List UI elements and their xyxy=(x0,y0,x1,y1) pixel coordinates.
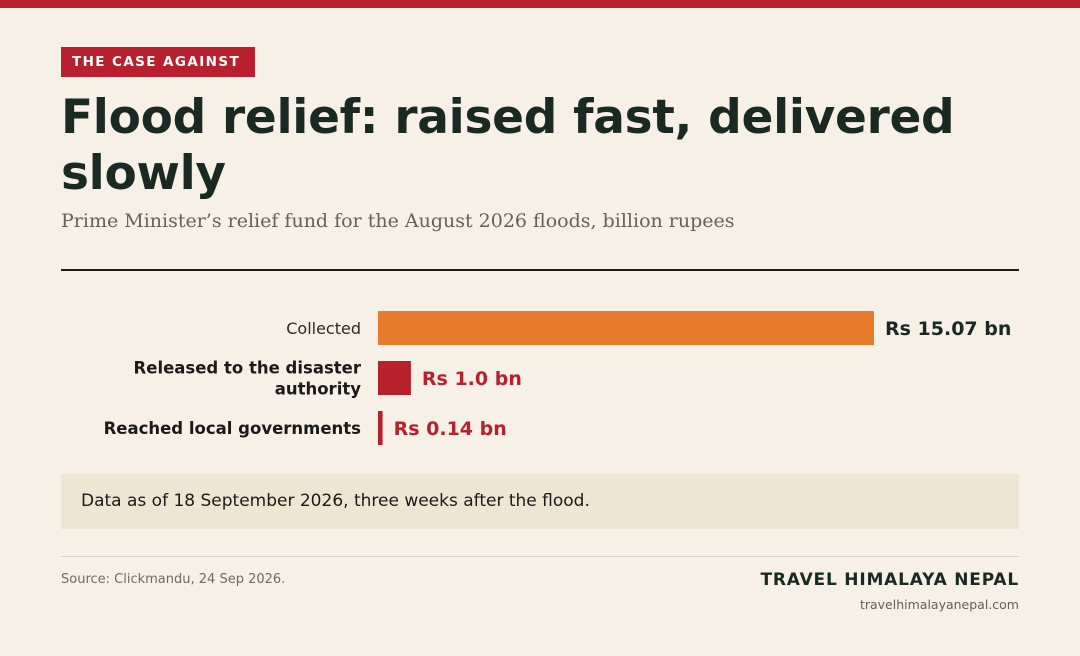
value-label-released-to-the-disaster-authority: Rs 1.0 bn xyxy=(422,368,522,390)
brand-name: TRAVEL HIMALAYA NEPAL xyxy=(760,570,1019,590)
value-label-collected: Rs 15.07 bn xyxy=(885,318,1011,340)
title-divider xyxy=(61,269,1019,271)
value-label-reached-local-governments: Rs 0.14 bn xyxy=(394,418,507,440)
top-accent-bar xyxy=(0,0,1080,8)
brand-url: travelhimalayanepal.com xyxy=(859,597,1019,612)
chart-subtitle: Prime Minister’s relief fund for the Aug… xyxy=(61,210,735,232)
bar-collected xyxy=(378,311,874,345)
chart-title: Flood relief: raised fast, delivered slo… xyxy=(61,90,955,201)
category-label-reached-local-governments: Reached local governments xyxy=(104,419,362,438)
footer-divider xyxy=(61,556,1019,557)
source-text: Source: Clickmandu, 24 Sep 2026. xyxy=(61,572,286,587)
bar-reached-local-governments xyxy=(378,411,383,445)
bar-released-to-the-disaster-authority xyxy=(378,361,411,395)
category-label-released-to-the-disaster-authority: Released to the disaster authority xyxy=(134,359,362,399)
category-label-collected: Collected xyxy=(286,319,361,338)
data-note: Data as of 18 September 2026, three week… xyxy=(61,474,1019,529)
kicker-label: THE CASE AGAINST xyxy=(61,47,255,77)
